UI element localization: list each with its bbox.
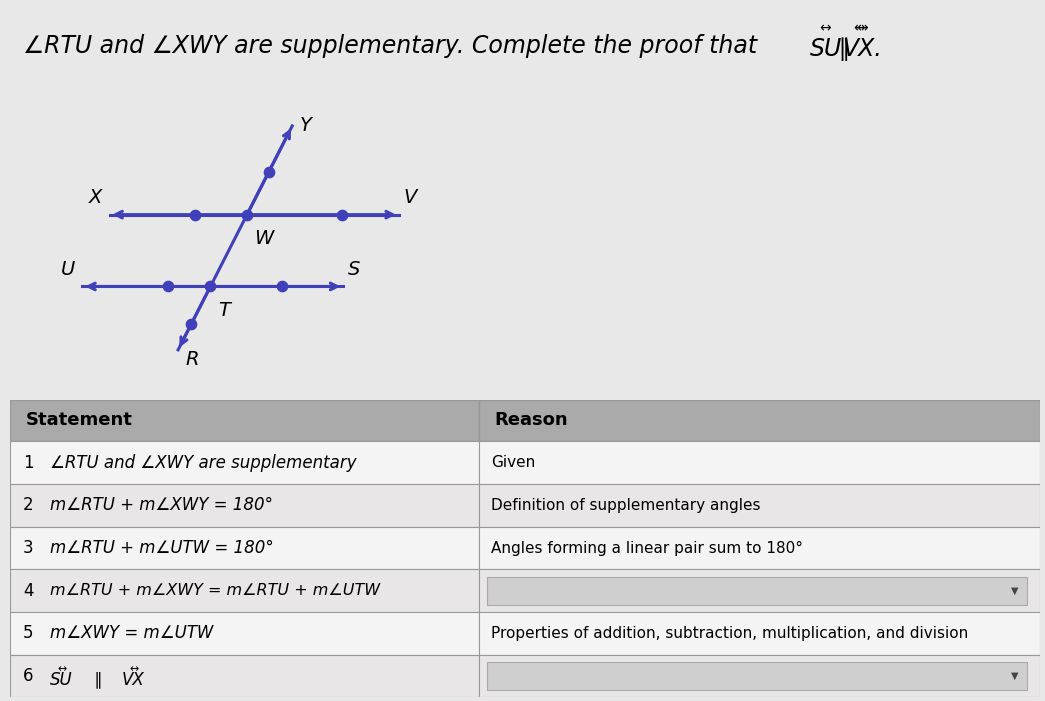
Bar: [10, 484, 479, 526]
Bar: [479, 484, 1040, 526]
Point: [183, 319, 200, 330]
Text: T: T: [218, 301, 230, 320]
Bar: [10, 442, 479, 484]
Text: ↔: ↔: [819, 22, 832, 36]
Text: Definition of supplementary angles: Definition of supplementary angles: [491, 498, 761, 513]
Point: [202, 281, 218, 292]
Text: ∥: ∥: [831, 37, 858, 62]
Text: S: S: [348, 260, 361, 279]
Text: 6: 6: [23, 667, 33, 685]
Text: Reason: Reason: [494, 411, 567, 430]
Text: m∠XWY = m∠UTW: m∠XWY = m∠UTW: [49, 625, 213, 642]
Text: ∥: ∥: [89, 671, 108, 688]
Bar: [479, 612, 1040, 655]
Bar: [479, 400, 1040, 442]
Bar: [10, 569, 479, 612]
Text: SU: SU: [49, 671, 72, 688]
Bar: [10, 526, 479, 569]
Text: SU: SU: [810, 37, 841, 62]
Text: m∠RTU + m∠XWY = 180°: m∠RTU + m∠XWY = 180°: [49, 496, 273, 515]
Text: ↔: ↔: [853, 22, 865, 36]
Bar: [10, 400, 479, 442]
Point: [260, 167, 277, 178]
Text: Angles forming a linear pair sum to 180°: Angles forming a linear pair sum to 180°: [491, 540, 804, 556]
Bar: [479, 655, 1040, 697]
Text: X: X: [89, 188, 102, 207]
Bar: [479, 569, 1040, 612]
Bar: [479, 526, 1040, 569]
Text: 5: 5: [23, 625, 33, 642]
Text: R: R: [186, 350, 200, 369]
Bar: [487, 662, 1027, 690]
Text: Given: Given: [491, 455, 535, 470]
Text: ∠RTU and ∠XWY are supplementary: ∠RTU and ∠XWY are supplementary: [49, 454, 356, 472]
Point: [160, 281, 177, 292]
Text: V: V: [403, 188, 417, 207]
Bar: [10, 655, 479, 697]
Text: ↔: ↔: [130, 664, 139, 674]
Text: 2: 2: [23, 496, 33, 515]
Text: m∠RTU + m∠XWY = m∠RTU + m∠UTW: m∠RTU + m∠XWY = m∠RTU + m∠UTW: [49, 583, 379, 598]
Text: VX.: VX.: [842, 37, 882, 62]
Text: U: U: [61, 260, 75, 279]
Text: ▼: ▼: [1012, 586, 1019, 596]
Point: [186, 209, 203, 220]
Text: ▼: ▼: [1012, 671, 1019, 681]
Text: ↔: ↔: [856, 22, 868, 36]
Bar: [479, 442, 1040, 484]
Text: W: W: [255, 229, 274, 248]
Text: ∠RTU and ∠XWY are supplementary. Complete the proof that: ∠RTU and ∠XWY are supplementary. Complet…: [23, 34, 765, 57]
Bar: [10, 612, 479, 655]
Text: VX: VX: [121, 671, 144, 688]
Point: [273, 281, 289, 292]
Text: Statement: Statement: [26, 411, 133, 430]
Point: [333, 209, 350, 220]
Text: m∠RTU + m∠UTW = 180°: m∠RTU + m∠UTW = 180°: [49, 539, 274, 557]
Text: 4: 4: [23, 582, 33, 600]
Text: 3: 3: [23, 539, 33, 557]
Text: Y: Y: [300, 116, 311, 135]
Text: 1: 1: [23, 454, 33, 472]
Bar: [487, 577, 1027, 605]
Text: ↔: ↔: [57, 664, 67, 674]
Point: [238, 209, 255, 220]
Text: Properties of addition, subtraction, multiplication, and division: Properties of addition, subtraction, mul…: [491, 626, 969, 641]
